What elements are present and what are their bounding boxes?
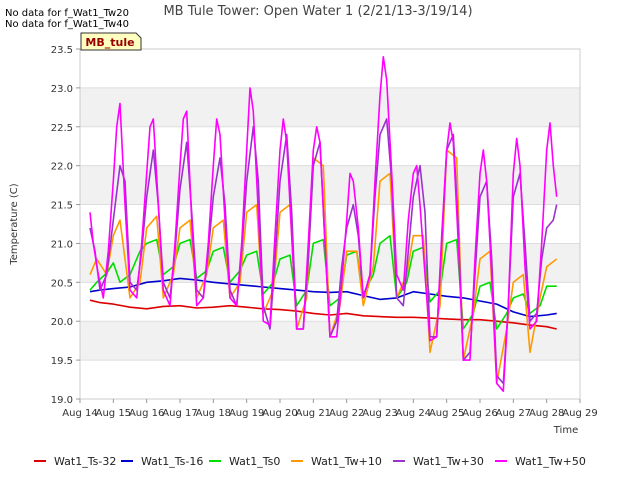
x-tick-label: Aug 24 — [396, 408, 431, 419]
legend-label-Wat1_Ts0: Wat1_Ts0 — [229, 455, 280, 468]
x-tick-label: Aug 15 — [96, 408, 131, 419]
y-tick-label: 22.0 — [51, 162, 73, 173]
grid-band — [80, 243, 580, 283]
legend-label-Wat1_Tw+30: Wat1_Tw+30 — [413, 455, 484, 468]
y-axis-label: Temperature (C) — [9, 183, 20, 265]
series-line-Wat1_Ts-32 — [89, 299, 557, 330]
legend-label-Wat1_Ts-32: Wat1_Ts-32 — [54, 455, 116, 468]
no-data-note-2: No data for f_Wat1_Tw40 — [5, 19, 129, 30]
no-data-note-1: No data for f_Wat1_Tw20 — [5, 8, 129, 19]
x-tick-label: Aug 14 — [62, 408, 97, 419]
legend-label-Wat1_Tw+50: Wat1_Tw+50 — [515, 455, 586, 468]
x-tick-label: Aug 23 — [362, 408, 397, 419]
station-tag-box — [80, 32, 142, 51]
y-tick-label: 22.5 — [51, 123, 73, 134]
plot-frame — [79, 48, 581, 400]
legend-label-Wat1_Tw+10: Wat1_Tw+10 — [311, 455, 382, 468]
y-tick-label: 20.5 — [51, 278, 73, 289]
x-tick-label: Aug 28 — [529, 408, 564, 419]
x-tick-label: Aug 17 — [162, 408, 197, 419]
x-tick-label: Aug 29 — [562, 408, 597, 419]
y-tick-label: 23.0 — [51, 84, 73, 95]
grid-band — [80, 165, 580, 205]
y-tick-label: 21.0 — [51, 239, 73, 250]
x-tick-label: Aug 25 — [429, 408, 464, 419]
x-tick-label: Aug 18 — [196, 408, 231, 419]
series-line-Wat1_Ts-16 — [89, 277, 557, 318]
series-line-Wat1_Ts0 — [89, 234, 557, 330]
x-tick-label: Aug 19 — [229, 408, 264, 419]
x-tick-label: Aug 26 — [462, 408, 497, 419]
series-line-Wat1_Tw+50 — [89, 55, 558, 393]
y-tick-label: 20.0 — [51, 317, 73, 328]
chart-title: MB Tule Tower: Open Water 1 (2/21/13-3/1… — [163, 4, 472, 19]
y-tick-label: 19.5 — [51, 356, 73, 367]
y-tick-label: 19.0 — [51, 395, 73, 406]
legend-label-Wat1_Ts-16: Wat1_Ts-16 — [141, 455, 203, 468]
x-tick-label: Aug 21 — [296, 408, 331, 419]
x-tick-label: Aug 27 — [496, 408, 531, 419]
x-axis-label: Time — [553, 425, 578, 436]
station-tag-label: MB_tule — [85, 36, 134, 49]
y-tick-label: 21.5 — [51, 201, 73, 212]
x-tick-label: Aug 22 — [329, 408, 364, 419]
x-tick-label: Aug 16 — [129, 408, 164, 419]
grid-band — [80, 87, 580, 127]
x-tick-label: Aug 20 — [262, 408, 297, 419]
y-tick-label: 23.5 — [51, 45, 73, 56]
